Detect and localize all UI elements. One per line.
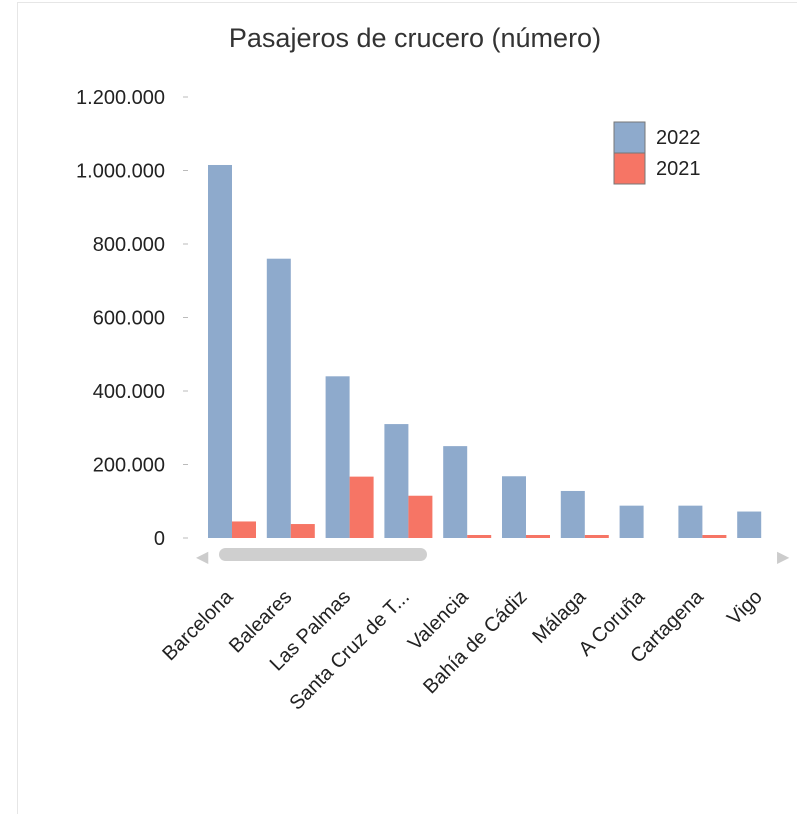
chart-title: Pasajeros de crucero (número) [229,23,601,53]
bar-2021-0 [232,521,256,538]
scroll-left-arrow[interactable]: ◀ [196,549,209,566]
bar-2021-1 [290,524,315,538]
bar-2022-5 [502,476,526,538]
bar-2022-3 [384,424,409,538]
bar-2021-4 [467,535,492,538]
legend-label: 2022 [656,127,701,149]
scroll-thumb[interactable] [219,548,427,561]
bar-2021-5 [526,535,550,538]
y-tick-label: 1.000.000 [76,161,165,183]
scroll-right-arrow[interactable]: ▶ [777,549,790,566]
y-tick-label: 400.000 [93,381,165,403]
bar-2021-3 [408,495,433,538]
chart-frame [17,2,797,814]
bar-2022-6 [560,490,585,538]
x-tick-label: Bahía de Cádiz [419,586,531,698]
bars [208,164,762,539]
y-tick-label: 600.000 [93,308,165,330]
bar-2022-9 [737,511,762,538]
horizontal-scrollbar[interactable]: ◀ ▶ [196,548,790,566]
legend-swatch-2022 [613,121,646,154]
legend-swatch-2021 [613,152,646,185]
y-axis: 0 200.000 400.000 600.000 800.000 1.000.000 1.… [76,87,188,550]
x-tick-label: Vigo [723,586,767,630]
bar-2021-6 [584,535,609,538]
bar-2022-8 [678,505,703,538]
y-tick-label: 800.000 [93,234,165,256]
bar-2021-2 [349,476,374,538]
y-tick-label: 200.000 [93,455,165,477]
legend-label: 2021 [656,158,701,180]
bar-2022-4 [443,446,468,538]
y-tick-label: 1.200.000 [76,87,165,109]
bar-2022-0 [208,164,232,539]
bar-2021-8 [702,535,727,538]
y-tick-label: 0 [154,528,165,550]
legend: 2022 2021 [613,121,701,185]
bar-2022-1 [266,258,291,538]
bar-2022-2 [325,376,350,538]
x-tick-label: Barcelona [158,585,238,665]
bar-2022-7 [619,505,644,538]
